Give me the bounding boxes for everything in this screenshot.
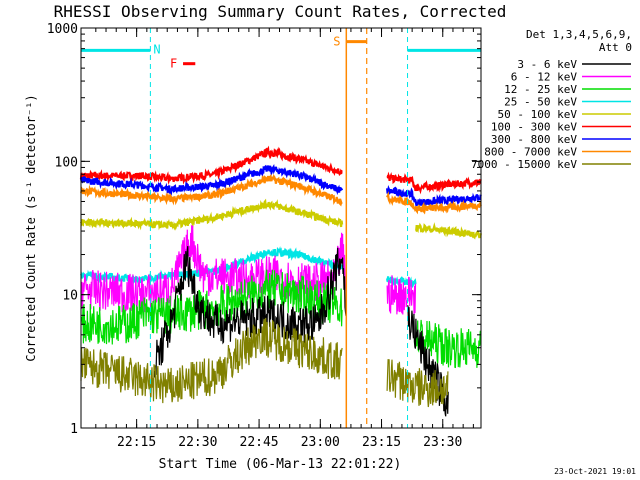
series-line-100-300keV [79,145,343,185]
y-tick-label: 1 [70,422,78,437]
y-tick-label: 10 [62,289,78,304]
series-line-300-800keV [386,185,482,210]
legend-label: 6 - 12 keV [511,71,578,84]
y-axis-label: Corrected Count Rate (s⁻¹ detector⁻¹) [24,94,38,361]
legend-label: 12 - 25 keV [504,83,577,96]
series-line-800-7000keV [79,173,343,207]
series-line-300-800keV [79,163,344,197]
series-line-800-7000keV [386,191,482,215]
legend-label: 3 - 6 keV [517,58,577,71]
series-line-6-12keV [386,275,417,315]
x-tick-label: 22:45 [240,435,279,450]
series-line-3-6keV [406,305,449,417]
y-tick-label: 1000 [47,22,78,37]
plot-frame [80,27,482,429]
timestamp: 23-Oct-2021 19:01 [554,467,636,476]
x-tick-label: 22:15 [117,435,156,450]
series-line-25-50keV [80,246,344,285]
night-label: N [153,42,160,56]
series-line-6-12keV [80,225,347,314]
legend-label: 300 - 800 keV [491,133,577,146]
x-tick-label: 23:00 [301,435,340,450]
series-line-3-6keV [153,246,347,378]
x-axis-label: Start Time (06-Mar-13 22:01:22) [159,457,402,472]
saa-label: S [333,35,340,49]
x-tick-label: 22:30 [178,435,217,450]
x-axis: 22:15 22:30 22:45 23:00 23:15 23:30 [95,28,474,450]
legend-label: 800 - 7000 keV [484,146,577,159]
series-line-7000-15000keV [386,359,449,408]
series-line-50-100keV [415,222,482,240]
series-line-7000-15000keV [80,317,343,404]
chart-title: RHESSI Observing Summary Count Rates, Co… [54,2,507,21]
legend-label: 25 - 50 keV [504,96,577,109]
flare-label: F [170,57,177,71]
series-line-100-300keV [386,171,482,195]
legend-label: 7000 - 15000 keV [471,158,577,171]
legend-header-attenuator: Att 0 [599,41,632,54]
x-tick-label: 23:15 [362,435,401,450]
x-tick-label: 23:30 [423,435,462,450]
y-tick-label: 100 [55,155,78,170]
y-axis: 1 10 100 1000 [47,22,481,437]
series-line-12-25keV [80,269,343,345]
legend-header-detectors: Det 1,3,4,5,6,9, [526,28,632,41]
legend-label: 100 - 300 keV [491,121,577,134]
series-line-50-100keV [79,198,344,231]
series-line-12-25keV [415,319,482,369]
plot-lines [79,145,482,417]
legend-label: 50 - 100 keV [498,108,578,121]
